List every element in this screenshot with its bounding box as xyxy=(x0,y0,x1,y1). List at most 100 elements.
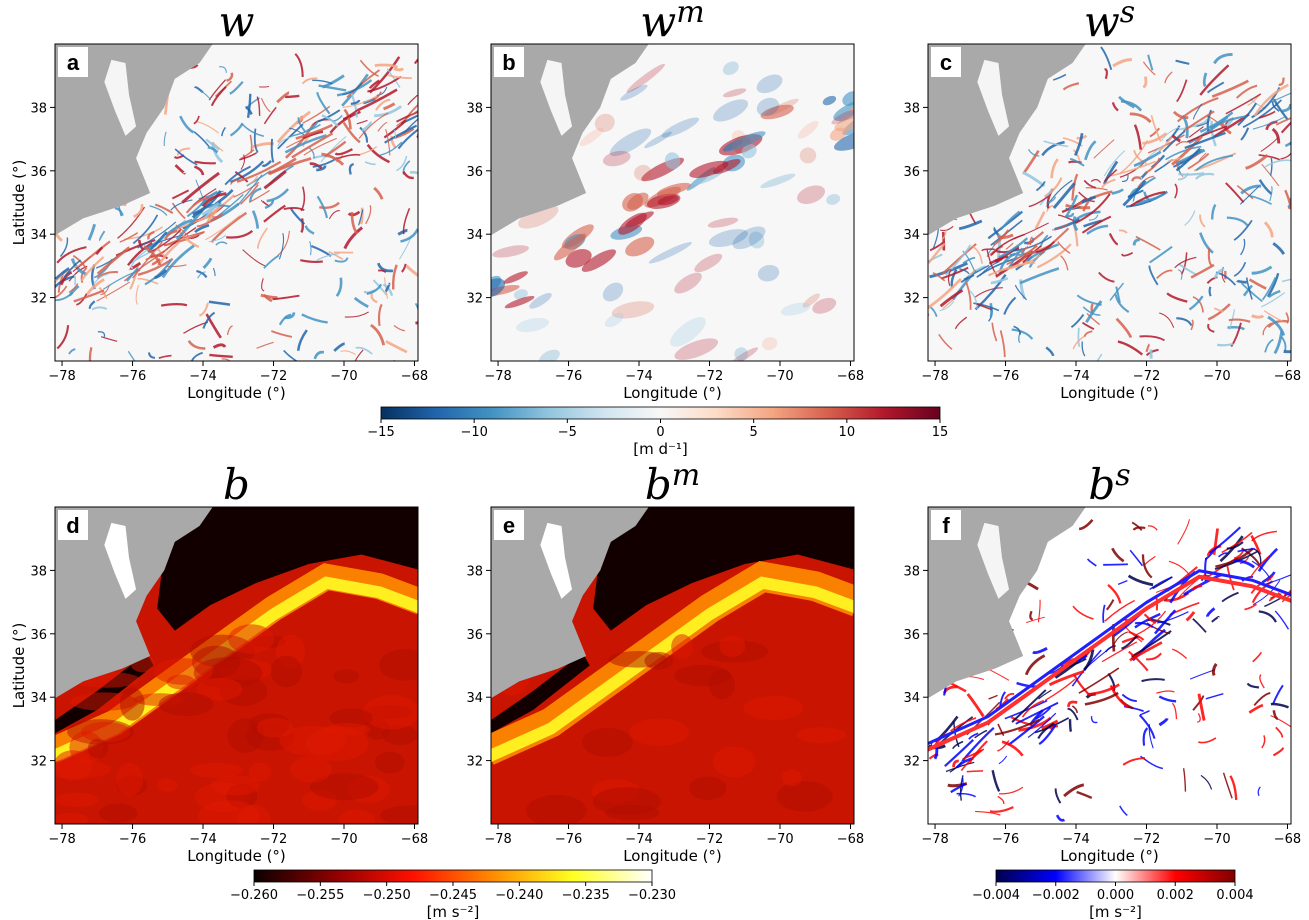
filament xyxy=(1043,140,1069,148)
filament xyxy=(324,140,347,158)
filament xyxy=(384,124,418,144)
eddy xyxy=(80,721,131,743)
filament xyxy=(1197,713,1201,723)
filament xyxy=(1289,121,1291,124)
filament xyxy=(1136,191,1168,204)
filament xyxy=(969,290,978,309)
filament xyxy=(1135,235,1161,251)
filament xyxy=(1192,103,1203,120)
land xyxy=(491,507,649,699)
filament xyxy=(316,252,340,262)
filament xyxy=(1214,550,1258,570)
filament xyxy=(1164,71,1173,84)
filament xyxy=(950,783,967,794)
filament xyxy=(354,349,364,361)
filament xyxy=(237,174,263,206)
filament xyxy=(1147,134,1185,154)
filament xyxy=(1065,206,1081,210)
filament xyxy=(1188,126,1204,138)
filament xyxy=(171,189,190,200)
blob xyxy=(565,249,592,268)
filament xyxy=(1111,102,1119,112)
blob xyxy=(694,253,723,273)
filament xyxy=(1174,183,1178,199)
filament xyxy=(267,157,297,175)
filament xyxy=(973,302,1000,312)
filament xyxy=(1036,243,1072,269)
blob xyxy=(664,152,681,170)
filament xyxy=(1161,126,1181,141)
eddy xyxy=(671,634,693,660)
filament xyxy=(1038,689,1052,700)
filament xyxy=(202,192,227,208)
filament xyxy=(1114,294,1130,313)
blob xyxy=(722,88,747,98)
eddy xyxy=(116,762,144,797)
filament xyxy=(56,325,70,350)
filament xyxy=(1195,172,1215,180)
blob xyxy=(760,173,796,189)
filament xyxy=(993,226,1001,237)
filament xyxy=(378,269,387,274)
filament xyxy=(1184,131,1226,150)
eddy xyxy=(644,652,674,670)
panel-label-box xyxy=(931,47,961,77)
filament xyxy=(376,86,388,96)
filament xyxy=(1253,692,1271,706)
filament xyxy=(401,263,407,273)
panel-label-box xyxy=(494,47,524,77)
filament xyxy=(1058,214,1074,222)
filament xyxy=(313,350,325,360)
filament xyxy=(1294,91,1307,99)
filament xyxy=(1133,150,1162,168)
filament xyxy=(212,343,227,349)
filament xyxy=(1118,229,1128,234)
axes-frame xyxy=(54,43,419,362)
filament xyxy=(1245,277,1253,300)
filament xyxy=(390,135,397,149)
filament xyxy=(981,248,995,252)
filament xyxy=(1111,547,1125,563)
panel-label-box xyxy=(494,510,524,540)
filament xyxy=(1248,278,1267,290)
filament xyxy=(1301,108,1309,136)
eddy xyxy=(309,773,379,801)
front xyxy=(928,574,1291,752)
filament xyxy=(377,303,383,326)
filament xyxy=(1284,141,1291,148)
y-tick-label: 34 xyxy=(903,228,920,243)
blob xyxy=(689,160,729,178)
filament xyxy=(1156,269,1173,280)
filament xyxy=(1167,157,1182,163)
filament xyxy=(175,224,189,237)
filament xyxy=(1267,315,1286,336)
filament xyxy=(1178,172,1205,176)
filament xyxy=(88,347,93,361)
filament xyxy=(303,137,337,156)
filament xyxy=(309,241,312,256)
filament xyxy=(1072,605,1094,620)
filament xyxy=(1244,603,1257,611)
filament xyxy=(249,187,262,202)
blob xyxy=(757,264,780,282)
y-tick-label: 38 xyxy=(30,564,47,579)
colorbar-tick-label: −0.002 xyxy=(1032,888,1080,903)
blob xyxy=(761,337,778,351)
filament xyxy=(939,289,964,308)
filament xyxy=(194,223,210,234)
filament xyxy=(1129,549,1144,567)
filament xyxy=(342,82,363,96)
filament xyxy=(97,331,106,337)
filament xyxy=(393,67,405,72)
panel-label: c xyxy=(940,50,952,75)
filament xyxy=(941,228,947,241)
x-tick-label: −74 xyxy=(1062,369,1089,384)
filament xyxy=(193,165,205,176)
filament xyxy=(1267,92,1291,105)
filament xyxy=(944,739,975,768)
filament xyxy=(1258,610,1277,623)
title-base: b xyxy=(1088,460,1115,509)
filament xyxy=(373,91,382,100)
filament xyxy=(170,199,193,211)
filament xyxy=(1146,652,1162,661)
